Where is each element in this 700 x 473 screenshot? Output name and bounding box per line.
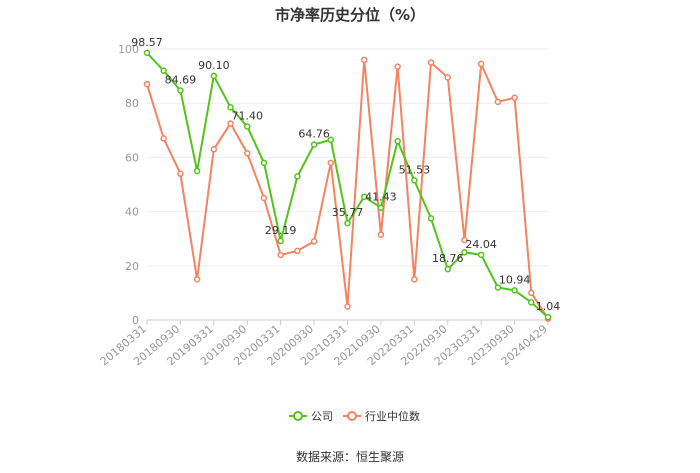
data-point [344, 219, 351, 227]
data-label: 98.57 [131, 36, 163, 49]
series-line-0 [146, 52, 549, 318]
data-point [260, 194, 268, 202]
data-point [294, 173, 301, 180]
data-point [310, 141, 318, 148]
data-point [193, 167, 201, 175]
data-point [477, 251, 485, 259]
data-point [260, 159, 268, 167]
data-points [143, 49, 552, 322]
source-note: 数据来源：恒生聚源 [296, 449, 404, 464]
data-point [344, 303, 351, 310]
legend-label[interactable]: 公司 [311, 410, 333, 423]
data-label: 84.69 [165, 73, 197, 86]
data-point [544, 313, 552, 321]
data-label: 41.43 [365, 191, 397, 204]
data-point [244, 150, 251, 157]
data-point [294, 247, 301, 255]
data-point [327, 159, 335, 167]
data-point [177, 170, 184, 177]
data-point [277, 237, 284, 245]
data-point [160, 135, 167, 142]
data-point [210, 72, 218, 80]
y-tick-label: 20 [125, 260, 139, 273]
data-point [461, 249, 468, 256]
data-point [327, 136, 335, 144]
data-point [444, 265, 451, 273]
chart-title: 市净率历史分位（%） [275, 6, 425, 24]
series-line-1 [146, 58, 549, 320]
data-point [310, 238, 318, 245]
data-label: 35.77 [332, 206, 364, 219]
data-point [177, 87, 184, 94]
data-point [394, 137, 401, 145]
data-point [244, 123, 251, 130]
data-label: 51.53 [399, 163, 431, 176]
data-point [411, 177, 418, 184]
legend-marker[interactable] [293, 411, 303, 421]
data-point [193, 276, 201, 283]
data-point [427, 59, 435, 66]
legend-marker[interactable] [347, 411, 357, 421]
grid [147, 48, 548, 321]
data-label: 24.04 [465, 238, 497, 251]
y-tick-label: 60 [125, 151, 139, 164]
data-point [160, 67, 167, 74]
y-tick-label: 80 [125, 97, 139, 110]
legend[interactable]: 公司 行业中位数 [289, 409, 420, 423]
series-lines [146, 52, 549, 320]
x-axis: 2018033120180930201903312019093020200331… [98, 320, 550, 368]
data-label: 71.40 [232, 110, 264, 123]
data-point [477, 60, 485, 68]
data-point [461, 236, 468, 244]
data-point [394, 63, 401, 70]
data-point [210, 146, 218, 153]
data-label: 29.19 [265, 224, 297, 237]
data-point [360, 56, 368, 64]
data-label: 1.04 [536, 300, 561, 313]
data-point [377, 204, 385, 211]
y-tick-label: 0 [132, 314, 139, 327]
data-point [494, 98, 502, 106]
data-point [277, 251, 284, 259]
data-point [143, 80, 151, 88]
data-point [227, 120, 234, 127]
data-point [511, 94, 518, 102]
data-point [427, 215, 435, 222]
data-label: 64.76 [298, 128, 330, 141]
data-point [143, 49, 151, 57]
data-point [511, 287, 518, 294]
y-tick-label: 100 [118, 43, 139, 56]
data-label: 90.10 [198, 59, 230, 72]
data-point [444, 74, 451, 81]
data-point [411, 276, 418, 283]
legend-label[interactable]: 行业中位数 [365, 409, 420, 423]
data-point [227, 104, 234, 111]
data-point [377, 231, 385, 238]
y-axis: 0 20 40 60 80 100 [118, 43, 139, 327]
data-label: 18.76 [432, 252, 464, 265]
data-point [528, 289, 535, 297]
data-point [360, 193, 368, 200]
data-point [494, 284, 502, 291]
y-tick-label: 40 [125, 206, 139, 219]
data-label: 10.94 [499, 273, 531, 286]
data-point [528, 299, 535, 306]
